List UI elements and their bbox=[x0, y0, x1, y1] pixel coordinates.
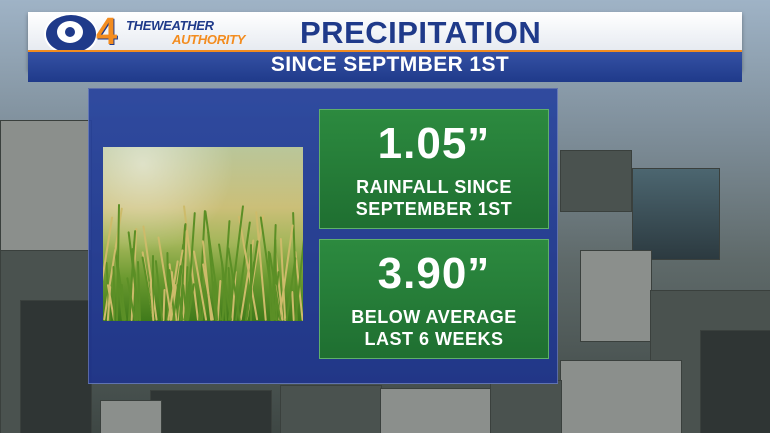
deficit-value: 3.90” bbox=[377, 249, 491, 298]
deficit-label-line2: LAST 6 WEEKS bbox=[364, 329, 504, 349]
dry-grass-photo bbox=[103, 147, 303, 321]
station-logo: 4 THEWEATHER AUTHORITY bbox=[44, 13, 284, 55]
rainfall-label-line1: RAINFALL SINCE bbox=[356, 177, 512, 197]
rainfall-value: 1.05” bbox=[377, 119, 491, 168]
logo-text-line1: THEWEATHER bbox=[126, 18, 214, 33]
logo-channel-number: 4 bbox=[96, 11, 118, 53]
rainfall-label-line2: SEPTEMBER 1ST bbox=[355, 199, 513, 219]
page-title: PRECIPITATION bbox=[300, 15, 542, 50]
logo-text-line2: AUTHORITY bbox=[172, 32, 246, 47]
rainfall-stat-card: 1.05” RAINFALL SINCE SEPTEMBER 1ST bbox=[319, 109, 549, 229]
cbs-eye-icon bbox=[44, 13, 98, 55]
header-top-bar: 4 THEWEATHER AUTHORITY PRECIPITATION bbox=[28, 12, 742, 55]
header-banner: 4 THEWEATHER AUTHORITY PRECIPITATION SIN… bbox=[28, 12, 742, 82]
grass-blade bbox=[162, 288, 166, 321]
header-subtitle-bar: SINCE SEPTMBER 1ST bbox=[28, 50, 742, 82]
deficit-stat-card: 3.90” BELOW AVERAGE LAST 6 WEEKS bbox=[319, 239, 549, 359]
page-subtitle: SINCE SEPTMBER 1ST bbox=[270, 53, 510, 76]
grass-blade bbox=[152, 255, 154, 321]
deficit-label-line1: BELOW AVERAGE bbox=[351, 307, 517, 327]
grass-blade bbox=[112, 265, 116, 321]
main-panel: 1.05” RAINFALL SINCE SEPTEMBER 1ST 3.90”… bbox=[88, 88, 558, 384]
